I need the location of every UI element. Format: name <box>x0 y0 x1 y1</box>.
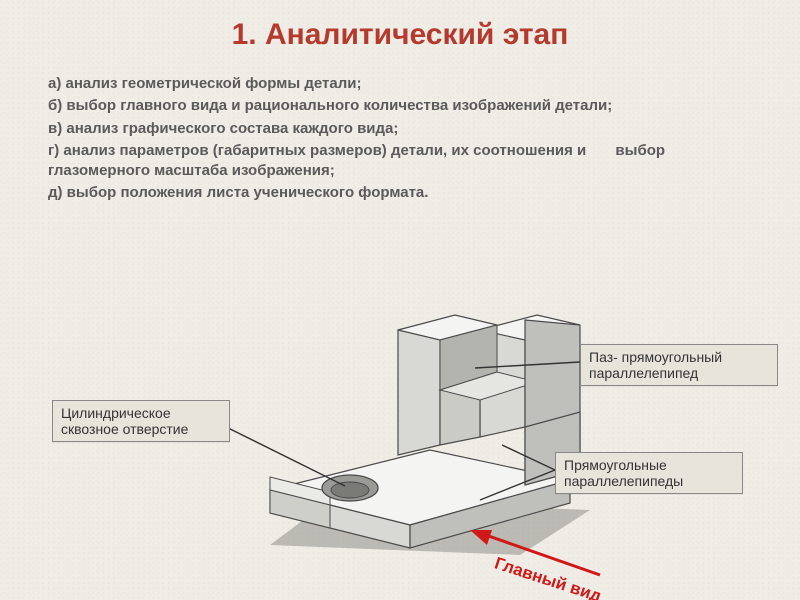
main-view-label: Главный вид <box>492 553 604 600</box>
body-line: д) выбор положения листа ученического фо… <box>48 183 760 203</box>
callout-line: сквозное отверстие <box>61 421 188 437</box>
body-line: б) выбор главного вида и рационального к… <box>48 96 760 116</box>
back-left-top <box>398 315 497 340</box>
callout-line: Прямоугольные <box>564 457 667 473</box>
callout-prisms: Прямоугольные параллелепипеды <box>555 452 743 494</box>
slot-floor-top <box>440 372 537 400</box>
slot-floor-front <box>440 382 480 445</box>
back-right-front <box>480 320 525 437</box>
base-right <box>410 480 570 548</box>
callout-line: Цилиндрическое <box>61 405 171 421</box>
hole-outer <box>322 475 378 501</box>
base-top <box>270 450 570 525</box>
callout-line: Паз- прямоугольный <box>589 349 722 365</box>
callout-slot: Паз- прямоугольный параллелепипед <box>580 344 778 386</box>
base-front <box>270 490 410 548</box>
back-left-front <box>398 320 440 455</box>
slide-title: 1. Аналитический этап <box>0 18 800 52</box>
callout-line: параллелепипеды <box>564 473 683 489</box>
slot-inner-right <box>440 325 497 390</box>
body-line: а) анализ геометрической формы детали; <box>48 74 760 94</box>
hole-inner <box>331 482 369 498</box>
callout-hole: Цилиндрическое сквозное отверстие <box>52 400 230 442</box>
leaders <box>212 362 580 500</box>
shadow <box>270 500 590 555</box>
base-step-top <box>270 477 330 505</box>
body-text: а) анализ геометрической формы детали; б… <box>48 74 760 206</box>
body-line: в) анализ графического состава каждого в… <box>48 119 760 139</box>
back-right-top <box>480 315 580 340</box>
base-step-front <box>270 490 330 528</box>
body-line: г) анализ параметров (габаритных размеро… <box>48 141 760 182</box>
callout-line: параллелепипед <box>589 365 698 381</box>
